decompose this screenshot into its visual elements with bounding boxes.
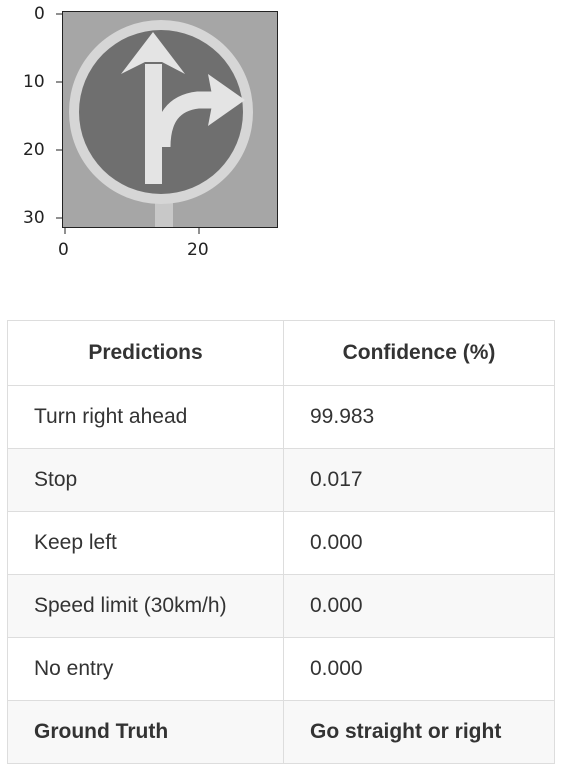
prediction-label: No entry [7,637,284,701]
prediction-label: Turn right ahead [7,385,284,449]
y-tick-label: 20 [23,140,45,160]
ground-truth-label: Ground Truth [7,700,284,764]
prediction-label: Keep left [7,511,284,575]
ground-truth-value: Go straight or right [283,700,555,764]
table-row: No entry 0.000 [7,637,555,701]
confidence-value: 0.000 [283,511,555,575]
traffic-sign-image [62,11,278,228]
predictions-header: Predictions [7,320,284,386]
table-row: Stop 0.017 [7,448,555,512]
confidence-header: Confidence (%) [283,320,555,386]
confidence-value: 99.983 [283,385,555,449]
axis-ticks [56,13,200,234]
confidence-value: 0.000 [283,574,555,638]
table-row: Keep left 0.000 [7,511,555,575]
ground-truth-row: Ground Truth Go straight or right [7,700,555,764]
confidence-value: 0.017 [283,448,555,512]
y-tick-label: 10 [23,72,45,92]
confidence-value: 0.000 [283,637,555,701]
x-tick-label: 20 [187,240,209,260]
predictions-table: Predictions Confidence (%) Turn right ah… [7,320,555,764]
y-tick-label: 30 [23,208,45,228]
table-row: Speed limit (30km/h) 0.000 [7,574,555,638]
prediction-label: Speed limit (30km/h) [7,574,284,638]
sign-image-figure: 0 10 20 30 0 20 [0,0,300,270]
table-row: Turn right ahead 99.983 [7,385,555,449]
table-header-row: Predictions Confidence (%) [7,320,555,386]
y-tick-label: 0 [34,4,45,24]
prediction-label: Stop [7,448,284,512]
x-tick-label: 0 [58,240,69,260]
